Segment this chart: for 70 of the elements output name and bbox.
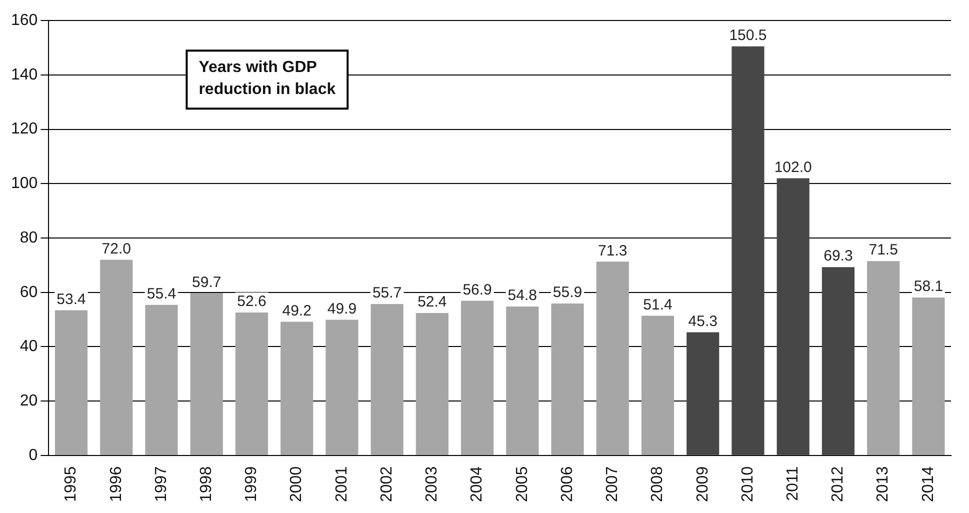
data-label: 55.7	[372, 284, 402, 302]
bar	[100, 260, 133, 455]
x-tick-label: 2005	[514, 466, 531, 502]
bar	[280, 322, 314, 455]
x-tick-label: 1999	[243, 466, 260, 502]
bar	[190, 293, 223, 455]
x-tick-label: 2008	[649, 466, 666, 502]
y-tick-label: 0	[28, 446, 38, 464]
y-tick-label: 120	[10, 120, 38, 138]
bar	[235, 312, 268, 455]
data-label: 52.6	[237, 293, 266, 310]
x-tick-label: 2014	[920, 466, 937, 502]
data-label: 69.3	[824, 248, 853, 265]
bar	[145, 304, 178, 455]
data-label: 55.4	[146, 285, 176, 302]
data-label: 72.0	[102, 240, 131, 258]
y-tick-label: 100	[10, 175, 38, 192]
bar	[460, 300, 494, 455]
x-tick-label: 1997	[152, 466, 170, 502]
bar	[551, 303, 584, 455]
bar	[776, 178, 810, 455]
x-tick-label: 2012	[830, 466, 847, 502]
x-tick-label: 1998	[198, 466, 216, 502]
bar	[912, 298, 945, 455]
annotation: Years with GDP reduction in black	[198, 59, 336, 98]
bar	[732, 46, 764, 455]
data-label: 54.8	[508, 287, 538, 304]
bar	[54, 310, 88, 455]
x-tick-label: 2002	[378, 466, 396, 502]
x-tick-label: 2010	[739, 466, 756, 502]
y-tick-label: 20	[20, 392, 38, 410]
x-tick-label: 2006	[558, 466, 576, 502]
x-tick-label: 1996	[108, 466, 125, 502]
bar	[506, 306, 539, 455]
x-tick-label: 2013	[874, 466, 892, 502]
data-label: 45.3	[688, 312, 718, 330]
y-tick-label: 40	[20, 338, 38, 356]
x-tick-label: 1995	[62, 466, 80, 502]
x-tick-label: 2007	[604, 466, 622, 502]
x-tick-label: 2003	[424, 466, 441, 502]
bar	[641, 316, 674, 455]
data-label: 102.0	[774, 158, 812, 176]
data-label: 58.1	[914, 278, 944, 296]
data-label: 71.3	[598, 242, 628, 260]
bar	[596, 262, 629, 455]
bar	[370, 304, 404, 455]
data-label: 53.4	[56, 290, 86, 308]
y-tick-label: 80	[20, 229, 38, 246]
x-tick-label: 2009	[694, 466, 712, 502]
bar	[686, 332, 720, 455]
x-tick-label: 2001	[333, 466, 350, 502]
data-label: 49.9	[327, 300, 357, 318]
y-tick-label: 60	[20, 284, 38, 301]
bar	[822, 267, 855, 455]
data-label: 71.5	[868, 242, 898, 259]
x-tick-label: 2004	[468, 466, 486, 502]
data-label: 49.2	[282, 302, 312, 320]
data-label: 150.5	[729, 27, 767, 44]
data-label: 59.7	[192, 274, 222, 291]
bar	[416, 313, 448, 455]
y-tick-label: 140	[10, 66, 38, 84]
x-tick-label: 2000	[288, 466, 306, 502]
data-label: 55.9	[552, 284, 582, 302]
data-label: 56.9	[462, 281, 492, 298]
y-tick-label: 160	[10, 12, 38, 30]
x-tick-label: 2011	[784, 466, 802, 501]
bar	[326, 320, 358, 455]
data-label: 51.4	[643, 296, 672, 314]
data-label: 52.4	[418, 294, 447, 311]
bar	[867, 261, 900, 455]
